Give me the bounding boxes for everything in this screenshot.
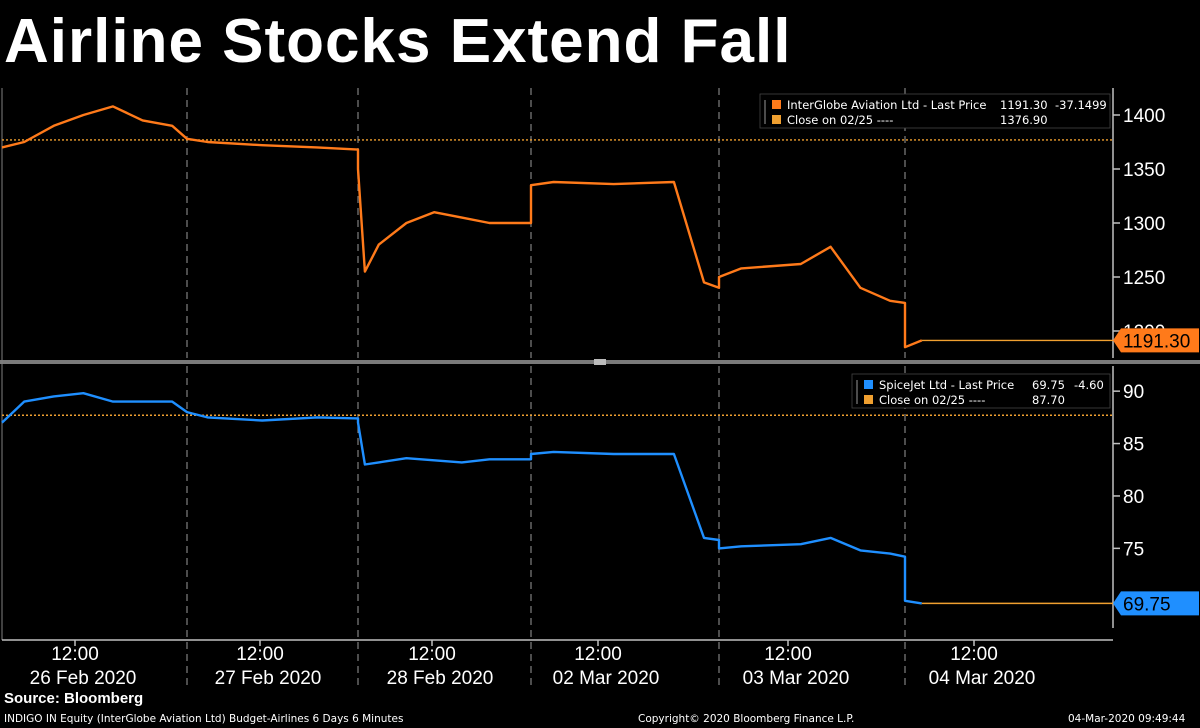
price-line-0 — [1, 105, 923, 349]
last-price-label-1: 69.75 — [1123, 594, 1171, 615]
x-time-label-1: 12:00 — [236, 644, 284, 665]
y-tick-label-1-1: 85 — [1123, 435, 1144, 456]
legend-swatch-1-1 — [864, 395, 873, 404]
legend-label-1-0: SpiceJet Ltd - Last Price — [879, 378, 1014, 392]
y-tick-label-1-0: 90 — [1123, 382, 1144, 403]
x-date-label-2: 28 Feb 2020 — [387, 668, 494, 689]
legend-label-0-1: Close on 02/25 ---- — [787, 113, 893, 127]
x-time-label-2: 12:00 — [408, 644, 456, 665]
legend-change-1: -4.60 — [1074, 378, 1104, 392]
legend-value-0-1: 1376.90 — [1000, 113, 1048, 127]
legend-value-1-1: 87.70 — [1032, 393, 1065, 407]
legend-box-1 — [851, 373, 1111, 409]
legend-value-0-0: 1191.30 — [1000, 98, 1048, 112]
footer-copyright: Copyright© 2020 Bloomberg Finance L.P. — [638, 713, 855, 725]
y-tick-label-1-3: 75 — [1123, 539, 1144, 560]
x-time-label-4: 12:00 — [764, 644, 812, 665]
legend-change-0: -37.1499 — [1055, 98, 1107, 112]
y-tick-label-0-3: 1250 — [1123, 268, 1165, 289]
x-date-label-5: 04 Mar 2020 — [929, 668, 1036, 689]
last-price-tag-0 — [1113, 328, 1199, 353]
legend-swatch-0-1 — [772, 115, 781, 124]
y-tick-label-1-2: 80 — [1123, 487, 1144, 508]
x-date-label-4: 03 Mar 2020 — [743, 668, 850, 689]
footer-security-text: INDIGO IN Equity (InterGlobe Aviation Lt… — [4, 713, 404, 725]
legend-swatch-0-0 — [772, 100, 781, 109]
x-date-label-3: 02 Mar 2020 — [553, 668, 660, 689]
legend-label-0-0: InterGlobe Aviation Ltd - Last Price — [787, 98, 986, 112]
x-date-label-1: 27 Feb 2020 — [215, 668, 322, 689]
y-tick-label-0-0: 1400 — [1123, 106, 1165, 127]
legend-swatch-1-0 — [864, 380, 873, 389]
price-line-1 — [1, 392, 922, 605]
legend-label-1-1: Close on 02/25 ---- — [879, 393, 985, 407]
panel-divider-handle — [594, 359, 606, 365]
x-time-label-0: 12:00 — [51, 644, 99, 665]
y-tick-label-0-2: 1300 — [1123, 214, 1165, 235]
legend-value-1-0: 69.75 — [1032, 378, 1065, 392]
footer-timestamp: 04-Mar-2020 09:49:44 — [1068, 713, 1186, 725]
last-price-label-0: 1191.30 — [1123, 331, 1190, 352]
source-label: Source: Bloomberg — [4, 690, 144, 707]
last-price-tag-1 — [1113, 591, 1199, 616]
x-time-label-3: 12:00 — [574, 644, 622, 665]
x-date-label-0: 26 Feb 2020 — [30, 668, 137, 689]
chart-title: Airline Stocks Extend Fall — [4, 7, 792, 76]
legend-box-0 — [759, 93, 1111, 129]
y-tick-label-0-1: 1350 — [1123, 160, 1165, 181]
x-time-label-5: 12:00 — [950, 644, 998, 665]
